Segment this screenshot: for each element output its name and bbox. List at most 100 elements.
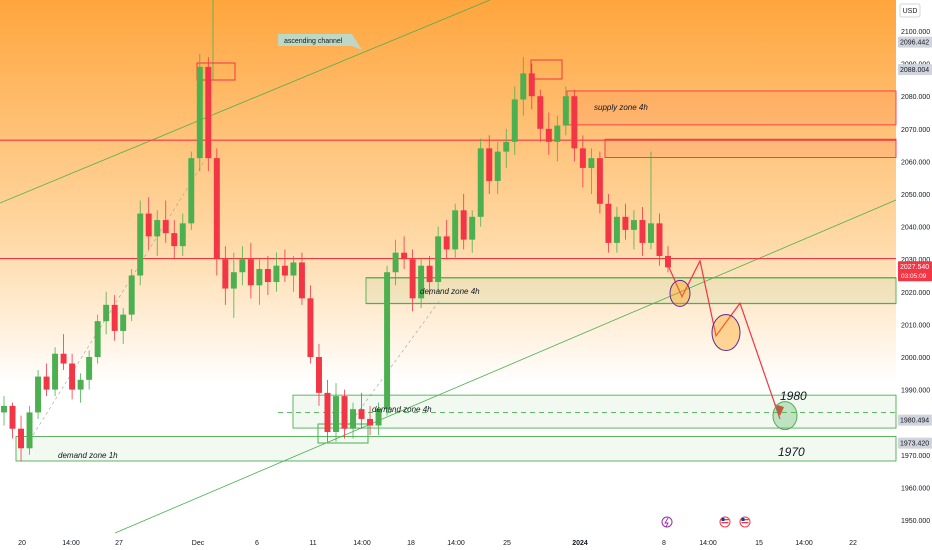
candle-body	[469, 216, 476, 240]
candle	[256, 259, 263, 305]
currency-button[interactable]	[899, 3, 921, 18]
candle-body	[52, 353, 59, 390]
candle	[392, 239, 399, 286]
price-badge-box	[898, 261, 932, 282]
time-tick-label: 8	[662, 540, 666, 547]
candle	[571, 89, 578, 162]
candle	[511, 86, 518, 155]
candle	[111, 295, 118, 341]
candle	[103, 291, 110, 335]
candle	[69, 353, 76, 400]
projection-path	[668, 259, 781, 420]
candle-body	[9, 405, 16, 429]
circle-target-3	[772, 401, 798, 431]
candle-body	[205, 66, 212, 159]
candle	[120, 308, 127, 344]
candle	[290, 255, 297, 292]
currency-label: USD	[903, 8, 918, 15]
price-tick-label: 1990.000	[901, 388, 930, 395]
candle-body	[486, 148, 493, 181]
candle-body	[537, 96, 544, 129]
candle	[196, 53, 203, 172]
candle-body	[656, 223, 663, 256]
price-tick-label: 2070.000	[901, 127, 930, 134]
candle	[469, 210, 476, 253]
time-axis-panel	[0, 533, 932, 550]
time-tick-label: 2024	[572, 540, 588, 547]
price-badge-box	[898, 414, 932, 426]
candle-body	[511, 99, 518, 142]
candle	[503, 128, 510, 168]
plot-background	[0, 0, 896, 533]
candle	[656, 213, 663, 266]
candle-body	[77, 379, 84, 390]
flag-stripe	[741, 519, 749, 521]
price-tick-label: 1970.000	[901, 453, 930, 460]
candle	[452, 203, 459, 260]
candle-body	[273, 265, 280, 283]
candle	[562, 86, 569, 136]
candle-body	[188, 158, 195, 224]
candle-body	[409, 259, 416, 299]
candle	[298, 252, 305, 305]
candle-body	[596, 158, 603, 204]
candle-body	[196, 66, 203, 159]
time-tick-label: 15	[755, 540, 763, 547]
candle	[613, 207, 620, 253]
circle-target-2	[711, 314, 741, 352]
candle	[375, 402, 382, 436]
candle-body	[1, 405, 7, 413]
candle	[358, 392, 365, 429]
candle-body	[341, 396, 348, 429]
price-tick-label: 2080.000	[901, 94, 930, 101]
candle-body	[281, 265, 288, 276]
candle	[86, 350, 93, 390]
candle	[443, 220, 450, 260]
candle	[630, 210, 637, 250]
candle	[43, 363, 50, 397]
candle-body	[315, 357, 322, 393]
zone-label-supply: supply zone 4h	[594, 103, 648, 112]
candle-body	[452, 210, 459, 250]
candle-body	[162, 220, 169, 234]
candle	[554, 115, 561, 162]
price-badge-box	[898, 36, 932, 48]
candle	[520, 57, 527, 116]
price-tick-label: 2010.000	[901, 322, 930, 329]
candle-body	[477, 148, 484, 217]
candle	[162, 200, 169, 243]
candle	[60, 334, 67, 371]
candle	[239, 246, 246, 286]
candle	[639, 207, 646, 256]
candle	[230, 252, 237, 318]
candle-body	[528, 73, 535, 97]
candle	[273, 252, 280, 292]
candle-body	[86, 357, 93, 380]
channel-label: ascending channel	[284, 38, 343, 45]
price-badge-label: 2088.004	[900, 67, 929, 74]
time-axis[interactable]: 20 14:00 27 Dec 6 11 14:00 18 14:00 25 2024 8 14:00 1…	[18, 540, 857, 547]
labels-layer: ascending channel supply zone 4h demand …	[58, 34, 807, 460]
circle-target-1	[669, 279, 691, 307]
candle-body	[520, 73, 527, 100]
time-tick-label: 11	[309, 540, 316, 547]
candle-body	[333, 396, 339, 432]
event-lightning-icon	[661, 516, 673, 528]
time-tick-label: 22	[849, 540, 857, 547]
candle	[52, 347, 59, 397]
candle	[26, 405, 33, 455]
candle-body	[239, 259, 246, 273]
event-markers	[661, 516, 751, 528]
candle	[179, 213, 186, 256]
candle-body	[562, 96, 569, 126]
candle-body	[60, 353, 67, 364]
candle-body	[579, 148, 586, 168]
candle-body	[418, 265, 425, 299]
zone-label-demand-4h-lower: demand zone 4h	[372, 405, 432, 414]
candle-body	[622, 216, 629, 230]
candle	[264, 255, 271, 296]
candle-body	[665, 255, 671, 268]
candle-body	[18, 428, 25, 449]
candle	[333, 383, 339, 442]
